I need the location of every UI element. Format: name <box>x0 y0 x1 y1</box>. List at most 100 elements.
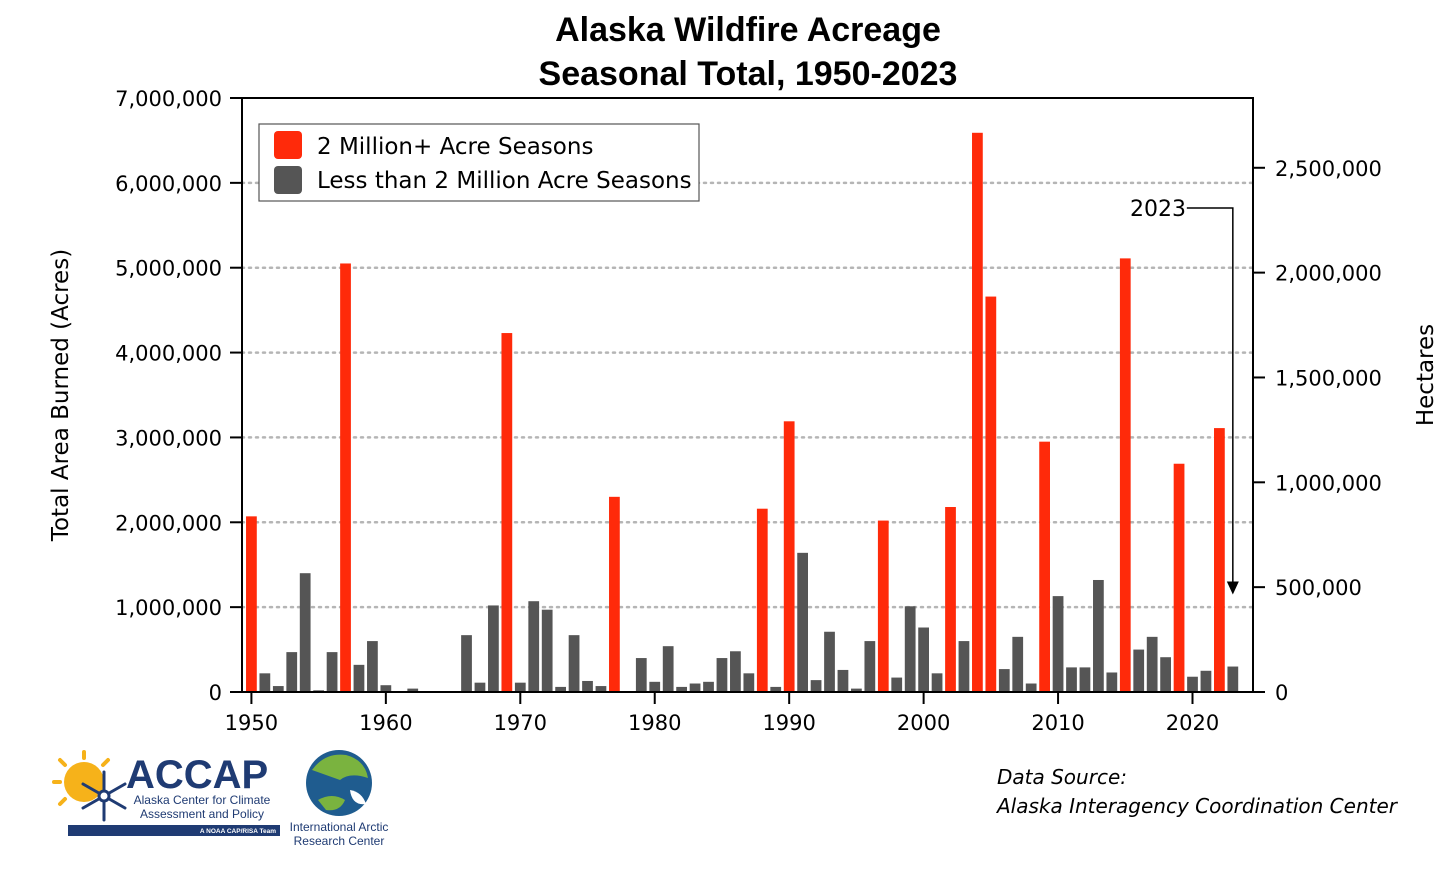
bar-2002 <box>945 507 956 692</box>
bar-2005 <box>985 296 997 692</box>
accap-tagline: A NOAA CAP/RISA Team <box>200 828 276 835</box>
legend: 2 Million+ Acre Seasons Less than 2 Mill… <box>258 123 700 202</box>
bar-1990 <box>783 421 795 692</box>
bar-1996 <box>864 641 876 692</box>
bar-1954 <box>299 573 311 692</box>
bar-1950 <box>246 516 257 692</box>
gridlines <box>240 181 1255 609</box>
y-tick-label: 5,000,000 <box>115 257 222 281</box>
bar-2014 <box>1106 672 1118 692</box>
bar-1960 <box>380 685 392 692</box>
bar-1953 <box>286 652 298 692</box>
accap-tagline-bar <box>68 825 280 836</box>
bar-1958 <box>353 664 365 692</box>
legend-label-low: Less than 2 Million Acre Seasons <box>317 168 692 194</box>
bar-1976 <box>595 686 607 692</box>
iarc-line-1: International Arctic <box>290 820 389 834</box>
bar-1967 <box>474 682 486 692</box>
bar-2016 <box>1133 649 1145 692</box>
y2-tick-label: 1,000,000 <box>1275 471 1382 495</box>
bar-2023 <box>1227 666 1239 692</box>
bar-1999 <box>904 606 916 692</box>
bar-1952 <box>272 686 284 692</box>
bar-1993 <box>824 631 835 692</box>
bar-1966 <box>461 635 472 692</box>
y-tick-label: 7,000,000 <box>115 87 222 111</box>
y-tick-label: 1,000,000 <box>115 596 222 620</box>
bar-1982 <box>676 686 688 692</box>
annotation-arrow-head <box>1226 581 1239 595</box>
y2-tick-label: 1,500,000 <box>1275 366 1382 390</box>
accap-logo: ACCAP Alaska Center for Climate Assessme… <box>52 750 280 836</box>
bar-1983 <box>689 683 701 692</box>
x-tick-label: 1960 <box>359 711 412 735</box>
bar-2021 <box>1200 670 1212 692</box>
x-tick-label: 1970 <box>494 711 547 735</box>
bar-1970 <box>514 682 526 692</box>
accap-line-2: Assessment and Policy <box>140 807 264 821</box>
bar-1959 <box>367 641 378 692</box>
bar-2020 <box>1187 676 1198 692</box>
x-tick-label: 1980 <box>628 711 681 735</box>
bar-2022 <box>1214 428 1225 692</box>
bar-1992 <box>810 680 822 692</box>
accap-name: ACCAP <box>126 753 268 797</box>
bar-1977 <box>609 496 620 692</box>
iarc-logo: International Arctic Research Center <box>290 750 389 848</box>
bar-1968 <box>488 605 499 692</box>
chart-title-line-2: Seasonal Total, 1950-2023 <box>539 55 958 93</box>
bar-1980 <box>649 681 661 692</box>
bar-2012 <box>1079 667 1091 692</box>
bar-2019 <box>1173 463 1185 692</box>
y-tick-label: 4,000,000 <box>115 342 222 366</box>
y2-tick-label: 500,000 <box>1275 576 1362 600</box>
annotation-arrow-line <box>1186 207 1234 587</box>
bar-1985 <box>716 658 728 692</box>
y2-axis-title: Hectares <box>1413 324 1439 426</box>
annotation-2023: 2023 <box>1130 197 1239 595</box>
legend-swatch-low <box>274 166 302 194</box>
bar-1975 <box>582 680 593 692</box>
bar-2009 <box>1039 441 1050 692</box>
legend-label-high: 2 Million+ Acre Seasons <box>317 134 593 160</box>
bars <box>246 132 1239 692</box>
bar-2017 <box>1146 636 1158 692</box>
bar-1981 <box>662 646 674 692</box>
x-tick-label: 2000 <box>897 711 950 735</box>
bar-2003 <box>958 641 970 692</box>
bar-1973 <box>555 686 567 692</box>
bar-2010 <box>1052 596 1064 692</box>
x-tick-label: 1950 <box>225 711 278 735</box>
bar-1987 <box>743 673 755 692</box>
snowflake-icon <box>81 770 127 822</box>
chart-title-line-1: Alaska Wildfire Acreage <box>555 11 941 49</box>
bar-1971 <box>528 601 540 692</box>
bar-2000 <box>918 627 929 692</box>
bar-2013 <box>1093 579 1104 692</box>
iarc-line-2: Research Center <box>294 834 385 848</box>
bar-2006 <box>998 669 1010 692</box>
bar-1951 <box>259 673 271 692</box>
bar-1972 <box>541 609 553 692</box>
x-tick-label: 1990 <box>762 711 815 735</box>
left-axis-tick-labels: 0 1,000,000 2,000,000 3,000,000 4,000,000 5,0… <box>115 87 242 705</box>
y2-tick-label: 2,500,000 <box>1275 157 1382 181</box>
y2-tick-label: 0 <box>1275 681 1288 705</box>
bar-2011 <box>1066 667 1077 692</box>
data-source-label: Data Source: <box>997 765 1127 789</box>
bar-1986 <box>730 651 741 692</box>
legend-box <box>258 123 700 202</box>
bar-2008 <box>1025 683 1037 692</box>
y-tick-label: 0 <box>209 681 222 705</box>
bar-1997 <box>877 520 889 692</box>
bar-1995 <box>851 688 862 692</box>
legend-swatch-high <box>274 131 302 159</box>
x-tick-label: 2010 <box>1031 711 1084 735</box>
data-source-name: Alaska Interagency Coordination Center <box>995 794 1399 818</box>
y-tick-label: 3,000,000 <box>115 426 222 450</box>
plot-frame <box>241 97 1254 693</box>
bar-1962 <box>407 688 419 692</box>
y-axis-title: Total Area Burned (Acres) <box>48 249 74 542</box>
bar-1989 <box>770 686 782 692</box>
